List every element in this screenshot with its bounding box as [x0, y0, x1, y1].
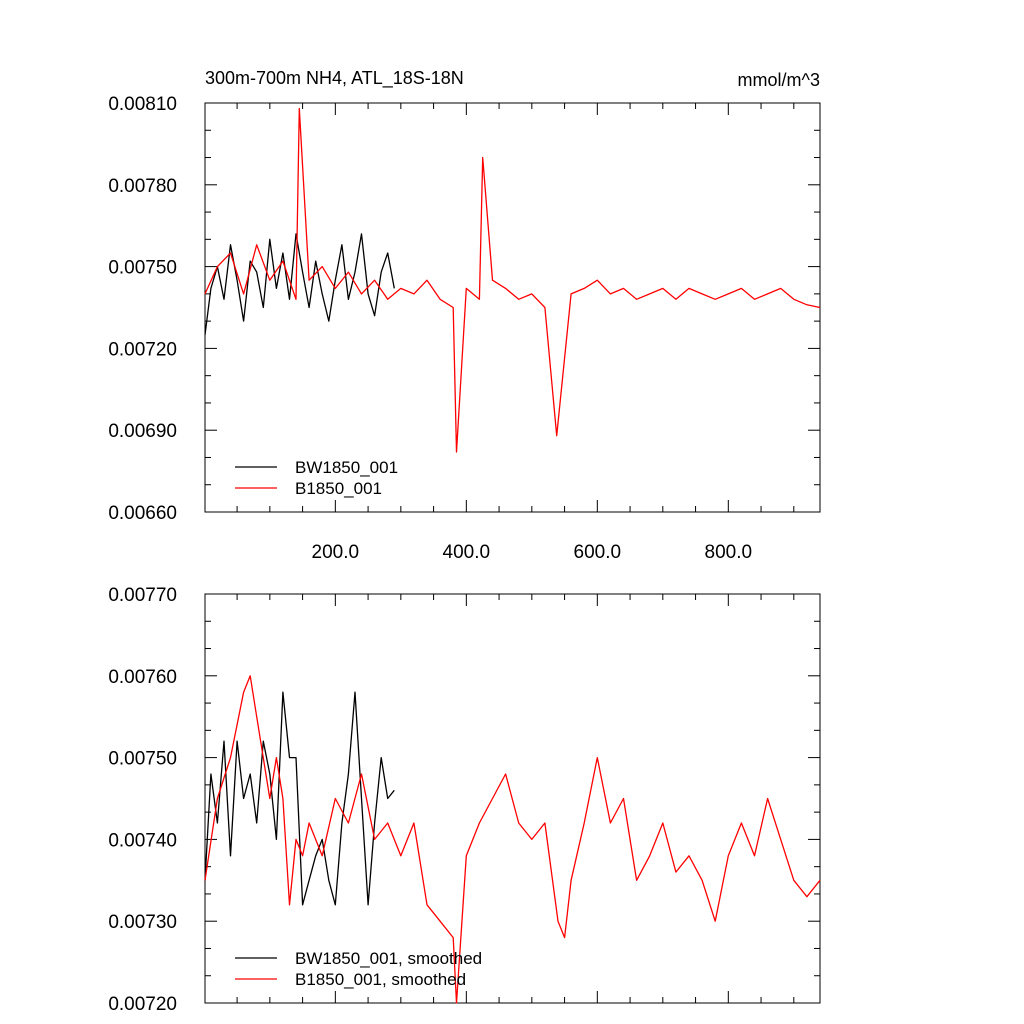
top-legend-label-1: BW1850_001 — [295, 458, 398, 477]
bottom-plot-frame — [204, 593, 821, 1004]
top-x-tick-label: 800.0 — [705, 542, 753, 563]
bottom-series-line-1 — [204, 691, 395, 906]
top-series-line-1 — [204, 233, 395, 335]
top-legend-label-2: B1850_001 — [295, 479, 382, 498]
bottom-legend-label-1: BW1850_001, smoothed — [295, 949, 482, 968]
top-plot-frame — [204, 102, 821, 513]
bottom-y-tick-label: 0.00760 — [108, 667, 177, 688]
top-x-tick-label: 200.0 — [312, 542, 360, 563]
bottom-series — [204, 675, 821, 1004]
bottom-axis-ticks: 0.00720 0.00730 0.00740 0.00750 0.00760 0.007… — [108, 585, 820, 1015]
bottom-series-line-2 — [204, 675, 821, 1004]
top-series-line-2 — [204, 107, 821, 453]
top-legend: BW1850_001 B1850_001 — [235, 458, 398, 498]
top-y-tick-label: 0.00780 — [108, 176, 177, 197]
top-y-tick-label: 0.00810 — [108, 94, 177, 115]
bottom-y-tick-label: 0.00740 — [108, 830, 177, 851]
top-series — [204, 107, 821, 453]
top-y-tick-label: 0.00660 — [108, 503, 177, 524]
bottom-y-tick-label: 0.00730 — [108, 912, 177, 933]
bottom-y-tick-label: 0.00770 — [108, 585, 177, 606]
top-y-tick-label: 0.00690 — [108, 421, 177, 442]
top-y-tick-label: 0.00720 — [108, 339, 177, 360]
top-x-tick-label: 600.0 — [574, 542, 622, 563]
top-y-tick-label: 0.00750 — [108, 258, 177, 279]
units-label: mmol/m^3 — [738, 70, 820, 90]
top-panel: 300m-700m NH4, ATL_18S-18N mmol/m^3 0.00… — [108, 68, 821, 563]
bottom-panel: 0.00720 0.00730 0.00740 0.00750 0.00760 0.007… — [108, 585, 821, 1015]
bottom-legend-label-2: B1850_001, smoothed — [295, 970, 466, 989]
bottom-legend: BW1850_001, smoothed B1850_001, smoothed — [235, 949, 482, 989]
top-x-tick-label: 400.0 — [443, 542, 491, 563]
chart-title: 300m-700m NH4, ATL_18S-18N — [205, 68, 464, 89]
bottom-y-tick-label: 0.00750 — [108, 749, 177, 770]
bottom-y-tick-label: 0.00720 — [108, 994, 177, 1015]
top-axis-ticks: 0.00660 0.00690 0.00720 0.00750 0.00780 0.008… — [108, 94, 820, 563]
